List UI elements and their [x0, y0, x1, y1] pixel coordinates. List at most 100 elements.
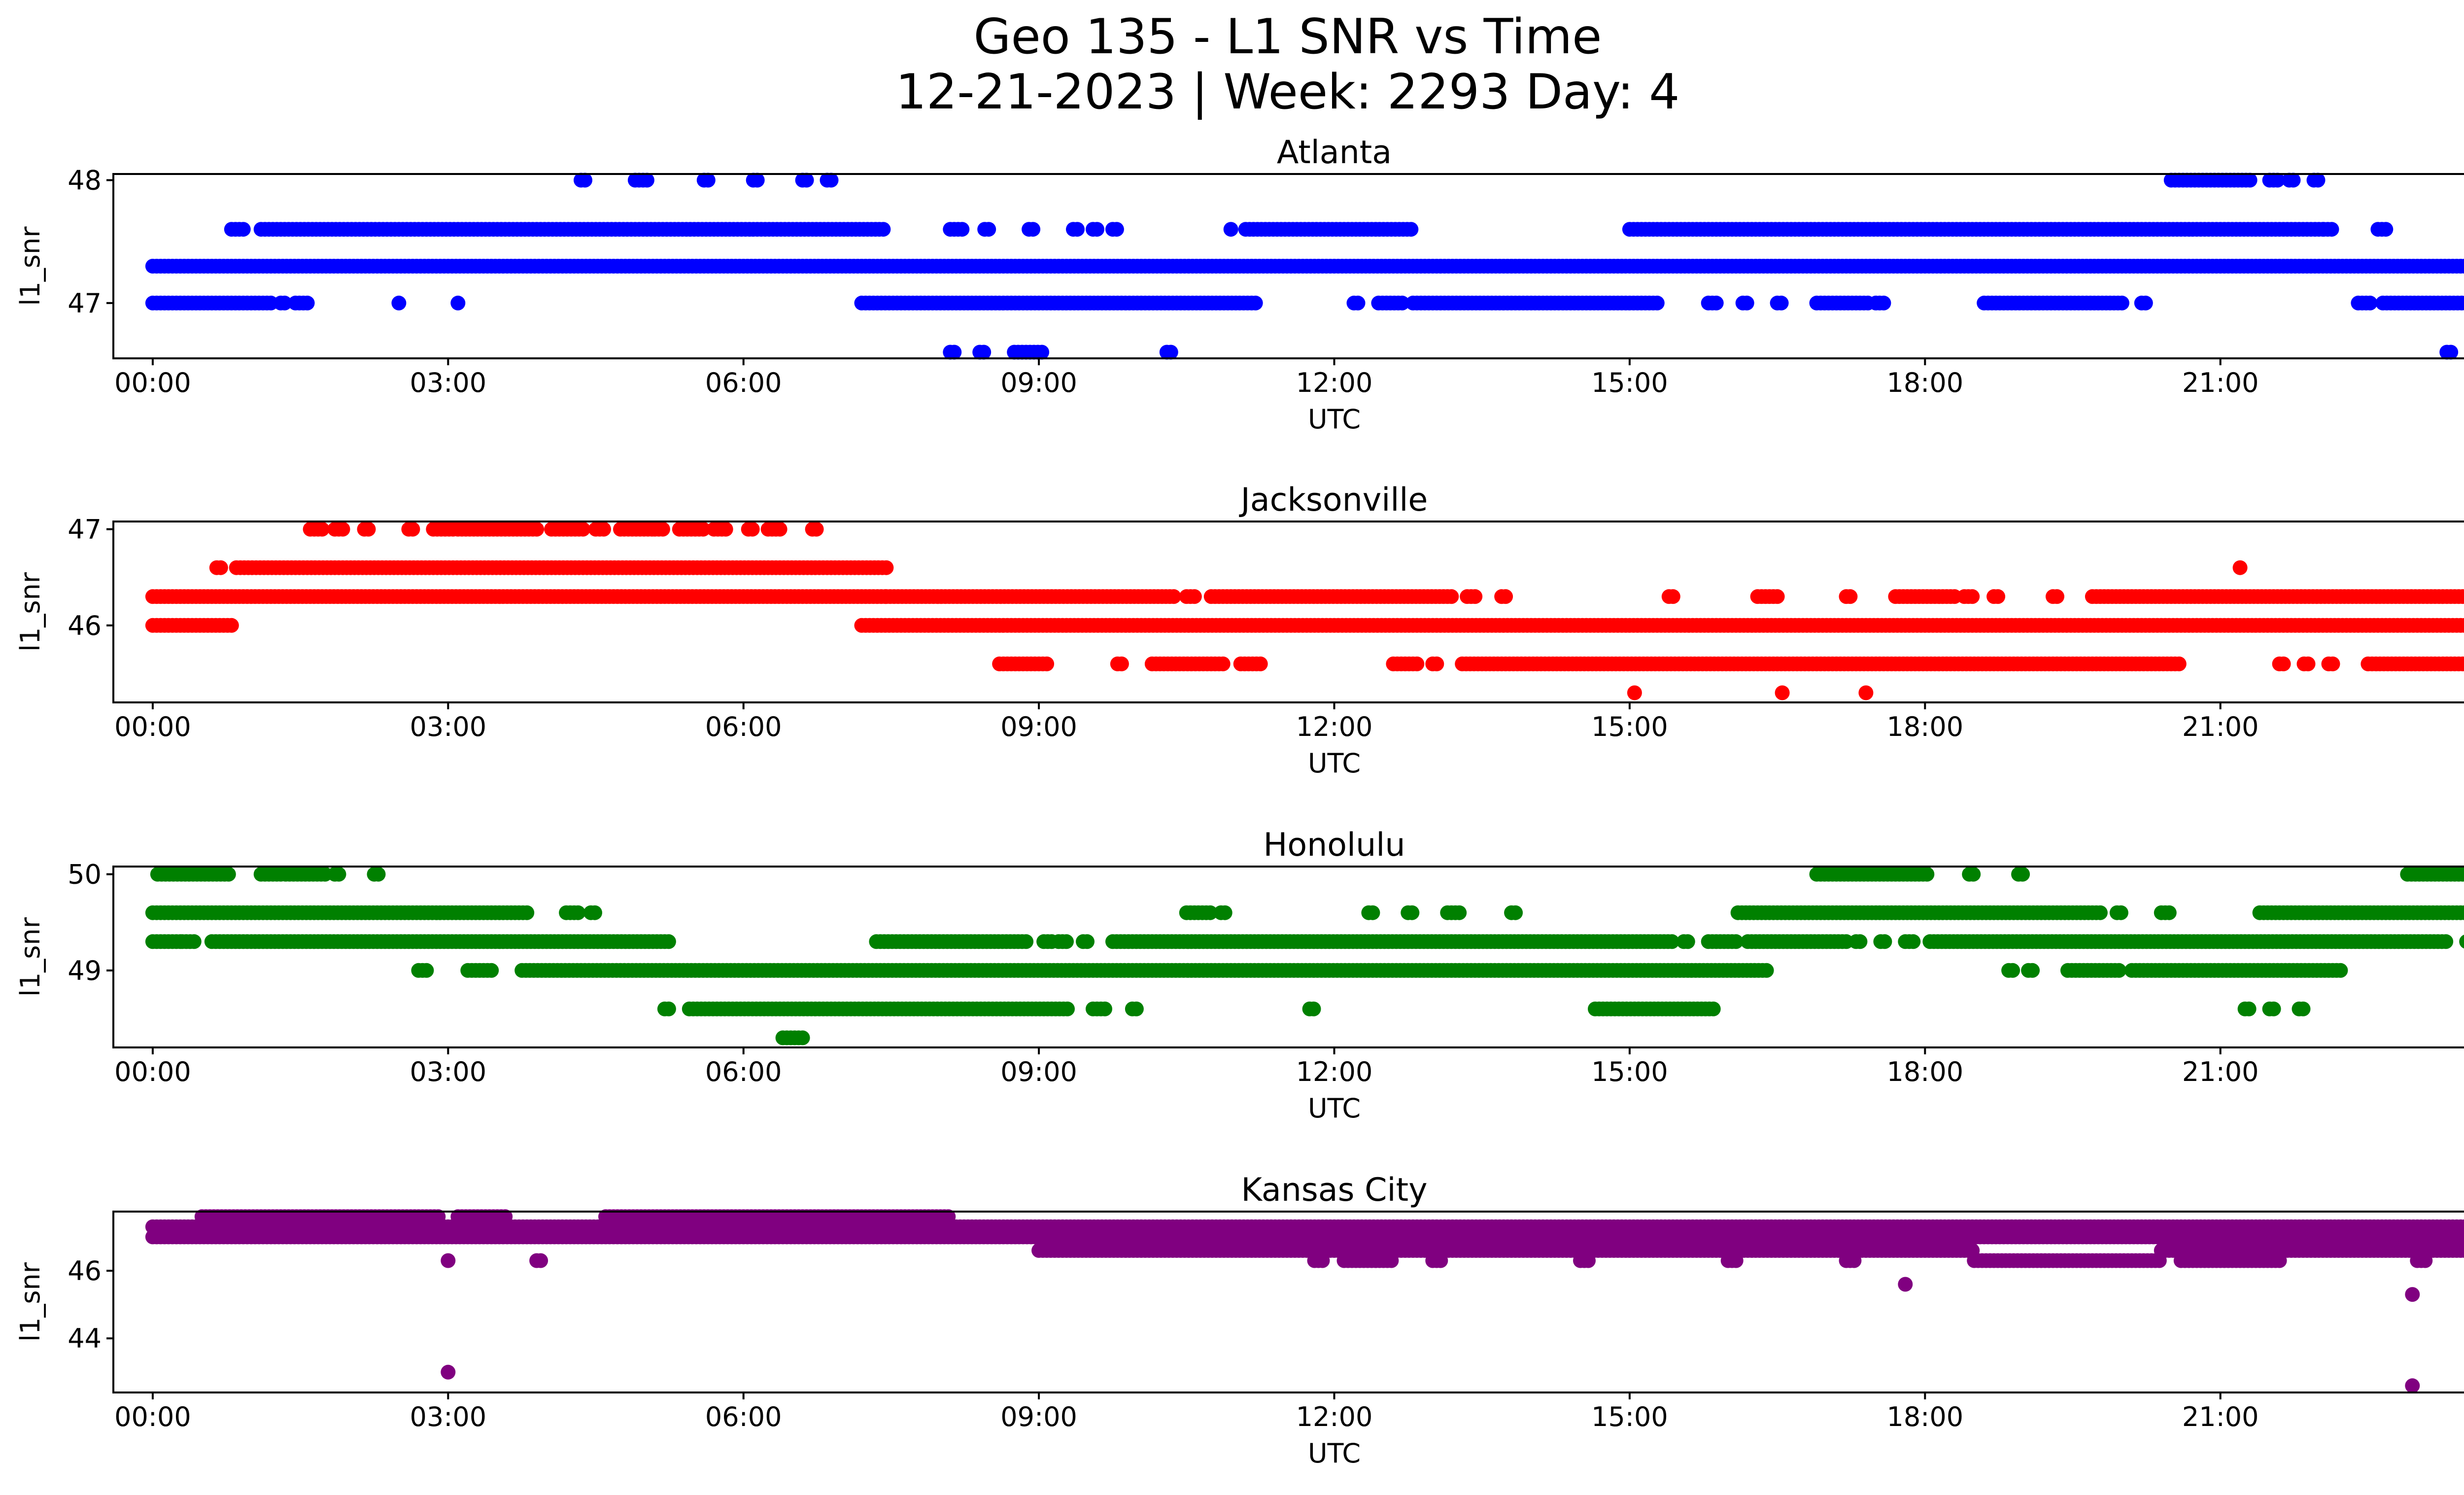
data-point [2092, 905, 2108, 920]
data-point [1217, 905, 1232, 920]
y-axis-label: l1_snr [15, 917, 46, 997]
subplot-title: Kansas City [1241, 1172, 1427, 1209]
data-point [2232, 560, 2248, 575]
data-point [2300, 656, 2316, 671]
data-point [1444, 589, 1459, 604]
x-tick-label: 21:00 [2182, 711, 2259, 742]
data-point [2443, 345, 2459, 360]
subplot-title: Honolulu [1263, 827, 1405, 864]
data-point [2270, 173, 2285, 188]
data-point [655, 522, 670, 537]
data-point [2025, 963, 2040, 978]
data-point [1770, 589, 1785, 604]
data-point [186, 934, 202, 949]
data-point [2138, 295, 2153, 311]
data-point [718, 522, 733, 537]
data-point [1774, 295, 1789, 311]
data-point [1919, 867, 1935, 882]
subplot-title: Atlanta [1277, 134, 1392, 171]
data-points [145, 173, 2464, 360]
data-point [484, 963, 499, 978]
data-point [2242, 173, 2258, 188]
y-tick-label: 47 [68, 288, 102, 319]
x-tick-label: 15:00 [1591, 1056, 1668, 1087]
data-point [799, 173, 814, 188]
y-tick-label: 48 [68, 165, 102, 196]
y-axis-label: l1_snr [15, 572, 46, 652]
data-point [1876, 295, 1891, 311]
data-point [2461, 619, 2464, 631]
x-tick-label: 00:00 [114, 367, 191, 398]
x-tick-label: 15:00 [1591, 711, 1668, 742]
data-point [1253, 656, 1268, 671]
x-axis-label: UTC [1308, 404, 1361, 435]
data-point [2015, 867, 2030, 882]
subplot-grid: Atlanta 00:00 03:00 06:00 09:00 12:00 15:00 18:… [15, 134, 2464, 1469]
data-point [2171, 656, 2187, 671]
data-point [1468, 589, 1483, 604]
data-point [1852, 934, 1868, 949]
y-tick-label: 50 [68, 859, 102, 890]
data-point [772, 522, 787, 537]
data-point [1034, 345, 1050, 360]
data-point [300, 295, 315, 311]
data-point [1965, 589, 1980, 604]
data-point [661, 1001, 676, 1016]
data-point [1404, 905, 1420, 920]
x-tick-label: 09:00 [1000, 711, 1077, 742]
data-point [1429, 656, 1444, 671]
x-tick-label: 09:00 [1000, 367, 1077, 398]
data-point [2241, 1001, 2257, 1016]
data-point [1215, 656, 1231, 671]
data-point [2050, 589, 2064, 604]
y-axis-label: l1_snr [15, 226, 46, 306]
y-tick-label: 47 [68, 514, 102, 545]
data-point [700, 173, 716, 188]
data-point [1665, 589, 1680, 604]
x-tick-label: 15:00 [1591, 367, 1668, 398]
data-point [2362, 295, 2378, 311]
data-point [1060, 1001, 1075, 1016]
data-point [1090, 222, 1104, 237]
data-point [587, 905, 602, 920]
data-point [809, 522, 824, 537]
data-point [236, 222, 251, 237]
x-tick-label: 06:00 [705, 367, 782, 398]
data-point [1649, 295, 1665, 311]
data-point [1627, 685, 1642, 700]
data-point [371, 867, 386, 882]
data-point [2310, 173, 2326, 188]
data-point [277, 295, 292, 311]
x-tick-label: 03:00 [410, 711, 487, 742]
figure-title-line2: 12-21-2023 | Week: 2293 Day: 4 [896, 64, 1680, 120]
data-point [213, 560, 228, 575]
data-point [1739, 295, 1754, 311]
data-point [2325, 656, 2340, 671]
subplot-title: Jacksonville [1239, 482, 1428, 519]
data-point [1775, 685, 1790, 700]
data-point [1680, 934, 1695, 949]
data-point [571, 905, 585, 920]
data-point [576, 522, 590, 537]
data-point [391, 295, 407, 311]
data-point [1706, 1001, 1721, 1016]
data-point [1097, 1001, 1112, 1016]
data-point [1365, 905, 1380, 920]
data-point [419, 963, 434, 978]
data-point [314, 522, 330, 537]
x-tick-label: 00:00 [114, 711, 191, 742]
data-point [2378, 222, 2394, 237]
data-point [1498, 589, 1513, 604]
x-tick-label: 18:00 [1886, 711, 1963, 742]
data-point [1843, 589, 1858, 604]
data-point [947, 345, 962, 360]
data-point [639, 173, 654, 188]
x-tick-label: 18:00 [1886, 367, 1963, 398]
x-axis-label: UTC [1308, 1093, 1361, 1124]
x-tick-label: 12:00 [1296, 367, 1373, 398]
data-point [1452, 905, 1467, 920]
data-point [876, 222, 891, 237]
data-point [405, 522, 420, 537]
data-point [1223, 222, 1238, 237]
